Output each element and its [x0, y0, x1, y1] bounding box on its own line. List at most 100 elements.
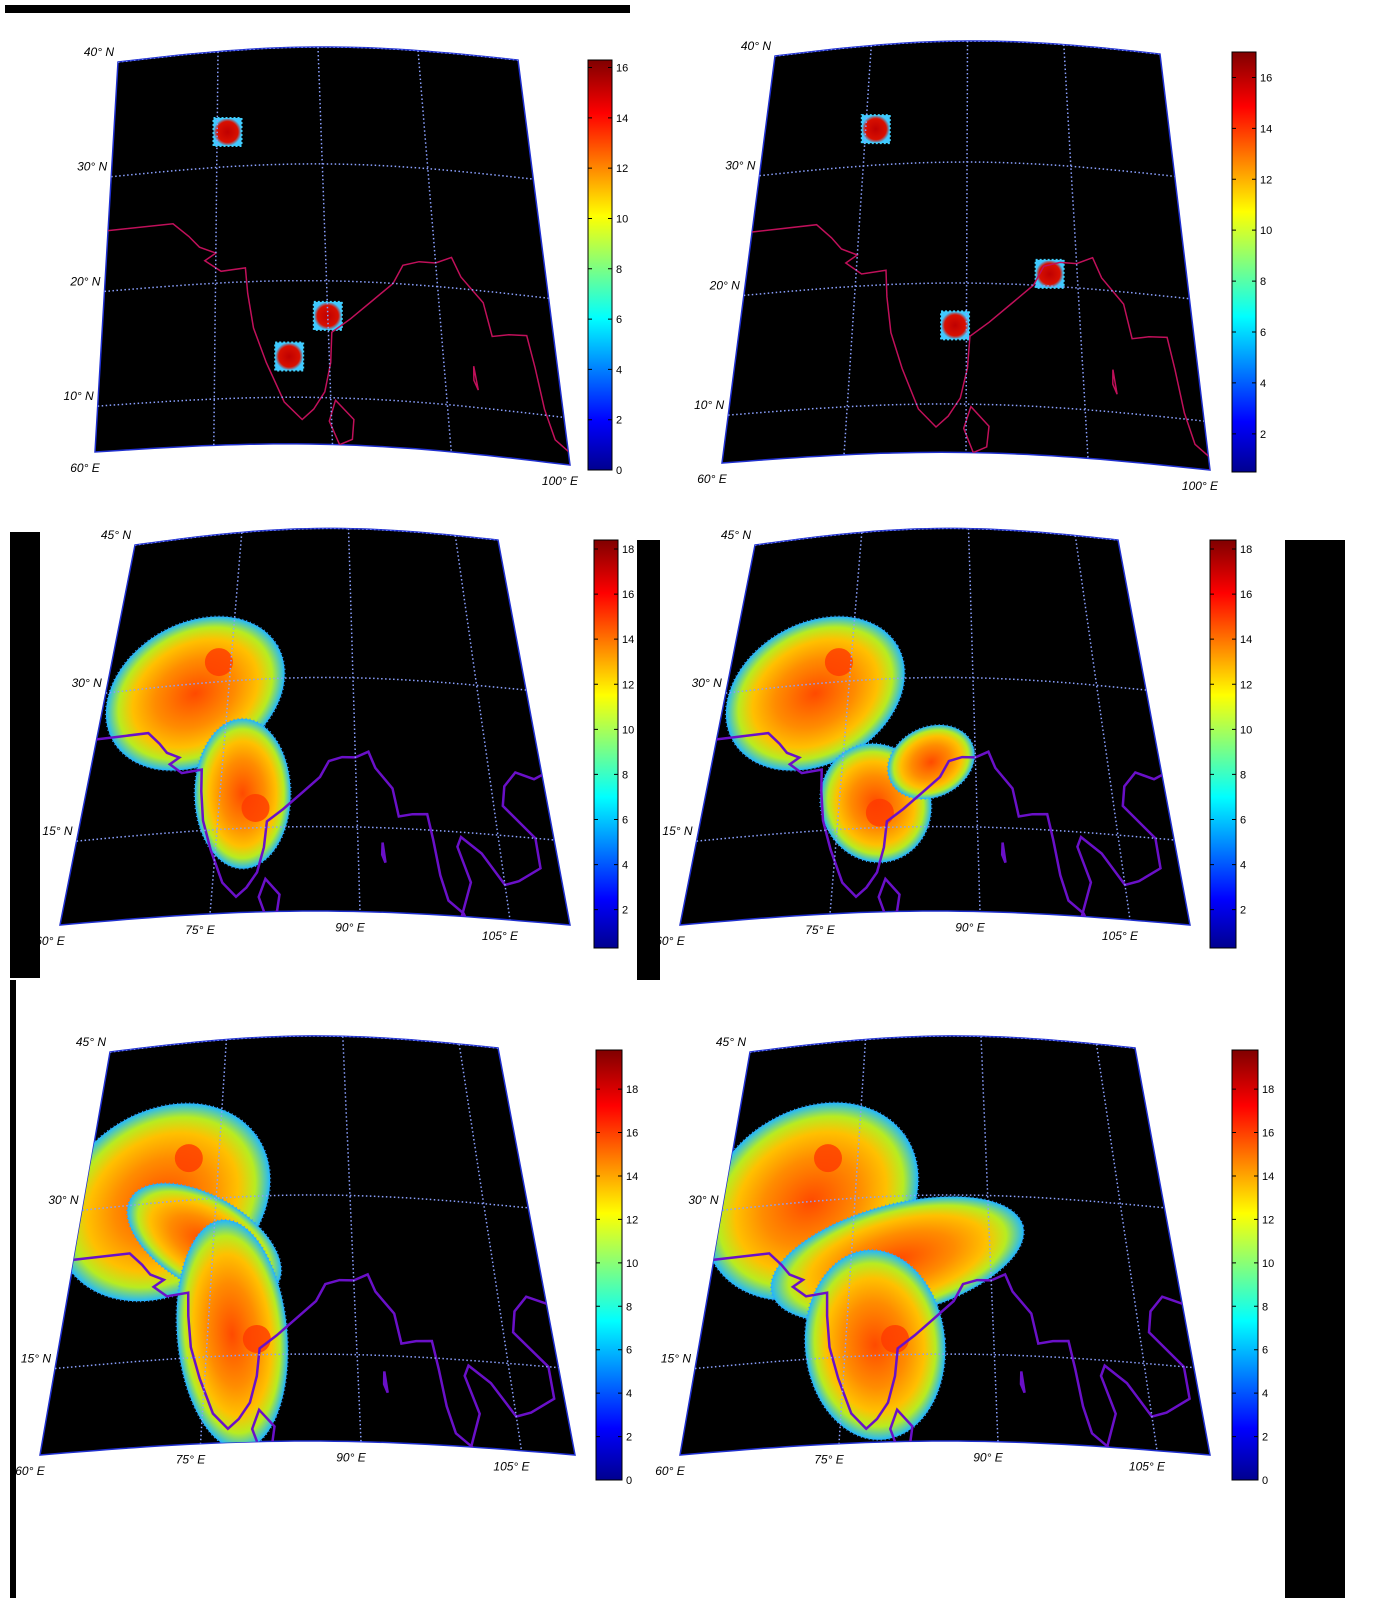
colorbar [595, 1049, 623, 1481]
lon-label: 100° E [1182, 479, 1219, 493]
meridian [213, 51, 219, 446]
lon-label: 105° E [482, 929, 519, 943]
colorbar-tick-label: 12 [616, 163, 628, 175]
data-patch [724, 615, 906, 772]
colorbar-tick-label: 2 [1240, 905, 1246, 917]
data-patch [242, 1324, 271, 1353]
colorbar-tick-label: 10 [626, 1258, 638, 1270]
lon-label: 90° E [973, 1451, 1003, 1465]
colorbar-tick-label: 8 [626, 1301, 632, 1313]
coastline [60, 731, 514, 925]
lon-label: 75° E [805, 923, 835, 937]
coastline [1203, 288, 1210, 470]
colorbar-tick-label: 10 [1240, 724, 1252, 736]
map-panel: 45° N 30° N 15° N 60° E 75° E 90° E 105° E 0 2 4 6… [15, 1035, 638, 1487]
colorbar-tick-label: 14 [622, 634, 634, 646]
lat-label: 20° N [69, 274, 100, 288]
colorbar-tick-label: 6 [1260, 327, 1266, 339]
data-patch [212, 116, 243, 147]
lon-label: 90° E [335, 921, 365, 935]
lon-label: 60° E [697, 472, 727, 486]
meridian [965, 41, 969, 453]
map-content [40, 1035, 559, 1455]
lon-label: 105° E [1102, 929, 1139, 943]
data-patch [241, 793, 270, 822]
coastline [680, 1252, 1162, 1455]
colorbar-tick-label: 12 [1260, 174, 1272, 186]
lat-label: 30° N [688, 1193, 718, 1207]
map-panel: 45° N 30° N 15° N 60° E 75° E 90° E 105° E 2 4 6 8… [655, 527, 1252, 949]
colorbar-tick-label: 2 [1262, 1432, 1268, 1444]
lat-label: 45° N [76, 1035, 106, 1049]
map-content [680, 528, 1175, 925]
coastline [472, 366, 480, 391]
coastline [463, 1295, 556, 1455]
map-content [60, 528, 555, 925]
colorbar-tick-label: 4 [616, 364, 622, 376]
grid-line [743, 282, 1190, 300]
colorbar-tick-label: 18 [1262, 1084, 1274, 1096]
coastline [95, 223, 570, 465]
colorbar-tick-label: 12 [622, 679, 634, 691]
data-patch [940, 310, 971, 341]
lat-label: 45° N [716, 1035, 746, 1049]
coastline [1112, 369, 1118, 395]
colorbar-tick-label: 16 [1260, 72, 1272, 84]
grid-line [54, 1353, 559, 1370]
lat-label: 40° N [84, 45, 114, 59]
meridian [458, 1043, 523, 1451]
data-patch [274, 341, 305, 372]
grid-line [694, 1353, 1194, 1370]
lat-label: 10° N [694, 398, 724, 412]
lon-label: 75° E [185, 923, 215, 937]
bar-decoration [10, 980, 16, 1598]
map-panel: 40° N 30° N 20° N 10° N 60° E 100° E 0 2 4 6 8 10 12… [64, 45, 629, 488]
lon-label: 75° E [814, 1453, 844, 1467]
lon-label: 60° E [70, 461, 100, 475]
lat-label: 30° N [725, 159, 755, 173]
meridian [843, 45, 873, 455]
grid-line [722, 1194, 1165, 1211]
coastline [40, 1252, 527, 1455]
lon-label: 60° E [35, 934, 65, 948]
lat-label: 30° N [692, 676, 722, 690]
colorbar-tick-label: 10 [1260, 225, 1272, 237]
colorbar-tick-label: 14 [1240, 634, 1252, 646]
colorbar-tick-label: 16 [622, 589, 634, 601]
coastline [1019, 1371, 1026, 1394]
map-panel: 45° N 30° N 15° N 60° E 75° E 90° E 105° E 2 4 6 8… [35, 527, 634, 949]
lat-label: 30° N [72, 676, 102, 690]
colorbar-tick-label: 10 [1262, 1258, 1274, 1270]
lon-label: 105° E [493, 1460, 530, 1474]
lat-label: 45° N [101, 528, 131, 542]
data-patch [824, 648, 853, 677]
colorbar [1209, 539, 1237, 949]
colorbar-tick-label: 0 [616, 465, 622, 477]
map-panel: 45° N 30° N 15° N 60° E 75° E 90° E 105° E 0 2 4 6… [655, 1035, 1274, 1487]
lat-label: 20° N [709, 278, 740, 292]
bar-decoration [1285, 540, 1345, 1598]
lon-label: 60° E [655, 1464, 685, 1478]
lat-label: 15° N [21, 1351, 51, 1365]
meridian [417, 50, 453, 452]
coastline [1076, 771, 1163, 922]
bar-decoration [10, 532, 40, 978]
colorbar-tick-label: 4 [626, 1388, 632, 1400]
grid-line [749, 1035, 1136, 1053]
lon-label: 90° E [955, 921, 985, 935]
data-patch [886, 724, 976, 800]
grid-line [728, 403, 1205, 422]
colorbar-tick-label: 6 [1262, 1345, 1268, 1357]
coastline [1099, 1295, 1192, 1455]
bar-decoration [5, 5, 630, 13]
colorbar-tick-label: 10 [616, 213, 628, 225]
map-background [94, 46, 571, 466]
meridian [199, 1039, 228, 1444]
colorbar-tick-label: 0 [626, 1475, 632, 1487]
coastline [680, 731, 1134, 925]
data-patch [813, 1144, 842, 1173]
map-content [722, 41, 1210, 470]
lon-label: 90° E [336, 1451, 366, 1465]
colorbar [587, 59, 613, 471]
colorbar-tick-label: 8 [1240, 769, 1246, 781]
